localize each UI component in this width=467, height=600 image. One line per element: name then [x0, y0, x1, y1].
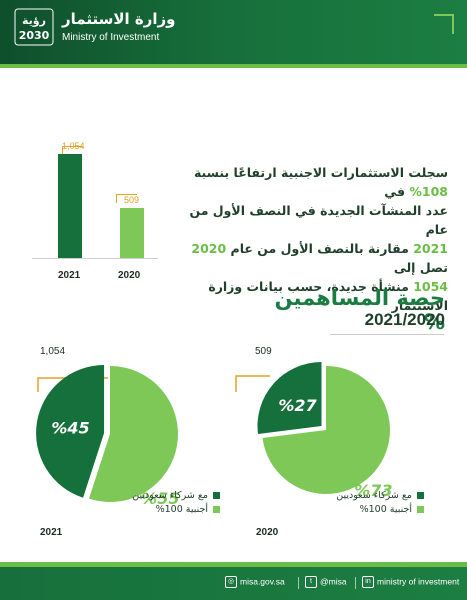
vision-2030-logo: رؤية 2030	[14, 8, 54, 46]
title-underline	[330, 334, 444, 335]
globe-icon: ◎	[225, 576, 237, 588]
footer-stripe	[0, 562, 467, 567]
legend-2020-foreign: أجنبية 100%	[300, 504, 424, 518]
stat-line-3b: مقارنة بالنصف الأول من عام	[226, 241, 414, 256]
header-band	[0, 0, 467, 64]
stat-highlight-2021: 2021	[413, 241, 448, 256]
legend-swatch-dark	[213, 492, 220, 499]
bar-2020-bracket	[116, 194, 137, 203]
vision-logo-line1: رؤية	[22, 14, 46, 27]
pie-label-foreign: %55	[141, 489, 179, 508]
stat-line-3: 2021 مقارنة بالنصف الأول من عام 2020 تصل…	[186, 239, 448, 277]
legend-2020-saudi-label: مع شركاء سعوديين	[336, 490, 412, 501]
footer-twitter[interactable]: t @misa	[305, 576, 347, 588]
legend-swatch-light	[417, 506, 424, 513]
stat-paragraph: سجلت الاستثمارات الاجنبية ارتفاعًا بنسبة…	[186, 163, 448, 315]
footer-linkedin-label: ministry of investment	[377, 576, 460, 587]
legend-swatch-light	[213, 506, 220, 513]
bar-2021	[58, 154, 82, 258]
pie-slice-foreign	[88, 366, 179, 502]
legend-2021-saudi-label: مع شركاء سعوديين	[132, 490, 208, 501]
footer-twitter-label: @misa	[320, 576, 347, 587]
legend-2021: مع شركاء سعوديين أجنبية 100%	[100, 490, 220, 518]
stat-highlight-1054: 1054	[413, 279, 448, 294]
footer-linkedin[interactable]: in ministry of investment	[362, 576, 459, 588]
pie-2021: %45 %55	[36, 365, 179, 508]
vision-logo-line2: 2030	[19, 29, 50, 42]
pie-2021-count: 1,054	[40, 346, 66, 357]
stat-line-4b: منشأة جديدة، حسب بيانات وزارة الاستثمار	[208, 279, 448, 313]
footer-divider	[355, 577, 356, 589]
bar-2021-value: 1,054	[62, 141, 85, 151]
legend-2021-foreign-label: أجنبية 100%	[155, 504, 208, 515]
bar-2021-year: 2021	[58, 270, 81, 281]
corner-bracket	[434, 14, 454, 34]
stat-line-1c: في	[384, 184, 410, 199]
pie-slice-saudi	[36, 365, 105, 498]
legend-2021-saudi: مع شركاء سعوديين	[100, 490, 220, 504]
stat-line-1: سجلت الاستثمارات الاجنبية ارتفاعًا بنسبة…	[186, 163, 448, 201]
bar-2020	[120, 207, 144, 258]
stat-highlight-108: 108%	[409, 184, 448, 199]
logo-title-ar: وزارة الاستثمار	[62, 10, 176, 28]
stat-line-1a: سجلت الاستثمارات الاجنبية ارتفاعًا بنسبة	[193, 165, 448, 180]
twitter-icon: t	[305, 576, 317, 588]
pie-slice-saudi	[257, 362, 322, 435]
logo-title-en: Ministry of Investment	[62, 32, 160, 43]
bar-2021-bracket	[62, 146, 83, 155]
legend-2020-foreign-label: أجنبية 100%	[359, 504, 412, 515]
ministry-logo[interactable]: رؤية 2030 وزارة الاستثمار Ministry of In…	[14, 8, 175, 48]
footer-website-label: misa.gov.sa	[240, 576, 285, 587]
pie-2020: %27 %73	[257, 362, 393, 500]
legend-2020: مع شركاء سعوديين أجنبية 100%	[300, 490, 424, 518]
pie-label-foreign: %73	[354, 481, 392, 500]
legend-2020-saudi: مع شركاء سعوديين	[300, 490, 424, 504]
stat-line-2: عدد المنشآت الجديدة في النصف الأول من عا…	[189, 203, 448, 237]
bar-2020-year: 2020	[118, 270, 141, 281]
legend-swatch-dark	[417, 492, 424, 499]
legend-2021-foreign: أجنبية 100%	[100, 504, 220, 518]
stat-highlight-2020: 2020	[191, 241, 227, 256]
bar-chart: 1,054 509 2021 2020	[18, 130, 168, 290]
pie-label-saudi: %27	[278, 396, 317, 415]
stat-line-3d: تصل إلى	[393, 260, 448, 275]
footer-website[interactable]: ◎ misa.gov.sa	[225, 576, 285, 588]
pie-slice-foreign	[262, 366, 390, 495]
bar-chart-baseline	[32, 258, 158, 259]
linkedin-icon: in	[362, 576, 374, 588]
footer-bar: ◎ misa.gov.sa t @misa in ministry of invest…	[0, 567, 467, 600]
footer-divider	[298, 577, 299, 589]
pie-2020-count: 509	[255, 346, 272, 357]
shares-title: حصة المساهمين %	[274, 286, 445, 334]
bar-2020-value: 509	[124, 194, 140, 205]
pie-2020-year: 2020	[256, 527, 279, 538]
pie-2020-bracket	[235, 375, 270, 392]
pie-2021-year: 2021	[40, 527, 63, 538]
shares-years: 2021/2020	[364, 310, 445, 329]
header-stripe	[0, 64, 467, 68]
pie-label-saudi: %45	[51, 419, 89, 438]
stat-line-4: 1054 منشأة جديدة، حسب بيانات وزارة الاست…	[186, 277, 448, 315]
